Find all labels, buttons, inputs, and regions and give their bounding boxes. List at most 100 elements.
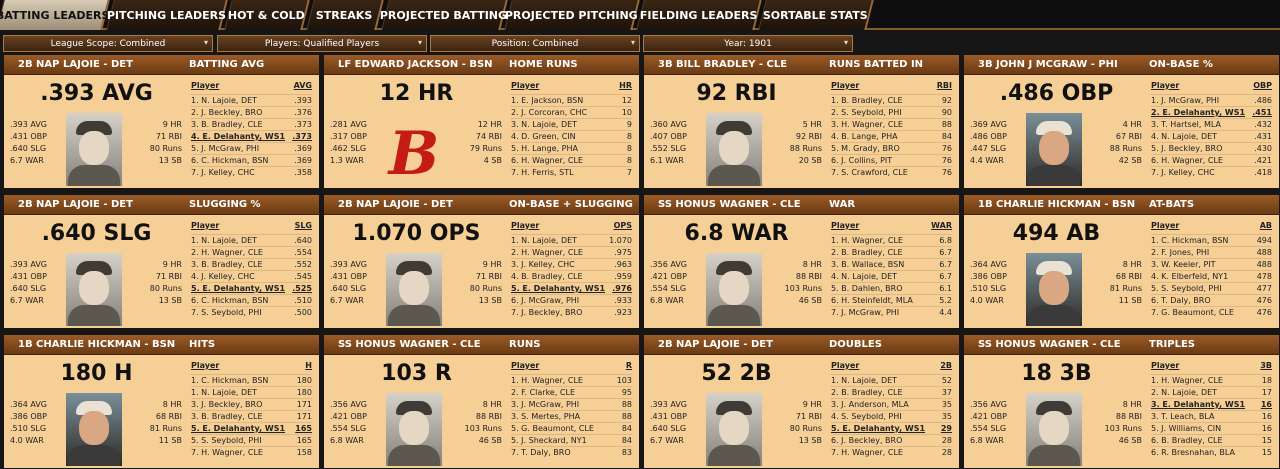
leaderboard-row[interactable]: 2. B. Bradley, CLE 6.7 <box>831 246 952 258</box>
leader-name[interactable]: 4. B. Lange, PHA <box>831 132 898 141</box>
leader-name[interactable]: 3. B. Bradley, CLE <box>191 260 263 269</box>
leader-name[interactable]: 4. D. Green, CIN <box>511 132 576 141</box>
leader-name[interactable]: 1. E. Jackson, BSN <box>511 96 584 105</box>
player-column-header[interactable]: Player <box>191 221 220 230</box>
leaderboard-row[interactable]: 1. N. Lajoie, DET .640 <box>191 234 312 246</box>
leaderboard-row[interactable]: 3. N. Lajoie, DET 9 <box>511 118 632 130</box>
player-name-link[interactable]: 2B NAP LAJOIE - DET <box>658 339 773 350</box>
leader-name[interactable]: 3. B. Wallace, BSN <box>831 260 905 269</box>
leaderboard-row[interactable]: 6. H. Wagner, CLE 8 <box>511 154 632 166</box>
leaderboard-row[interactable]: 6. T. Daly, BRO 476 <box>1151 294 1272 306</box>
leader-name[interactable]: 5. J. Williams, CIN <box>1151 424 1222 433</box>
leader-name[interactable]: 1. N. Lajoie, DET <box>191 388 258 397</box>
leaderboard-row[interactable]: 3. B. Bradley, CLE 171 <box>191 410 312 422</box>
leaderboard-row[interactable]: 1. N. Lajoie, DET 180 <box>191 386 312 398</box>
player-column-header[interactable]: Player <box>511 81 540 90</box>
leaderboard-row[interactable]: 5. H. Lange, PHA 8 <box>511 142 632 154</box>
player-column-header[interactable]: Player <box>831 221 860 230</box>
leader-name[interactable]: 3. S. Mertes, PHA <box>511 412 581 421</box>
leaderboard-row[interactable]: 5. B. Dahlen, BRO 6.1 <box>831 282 952 294</box>
tab-sortable-stats[interactable]: SORTABLE STATS <box>758 0 874 30</box>
leader-name[interactable]: 7. J. Kelley, CHC <box>191 168 255 177</box>
leader-name[interactable]: 2. J. Corcoran, CHC <box>511 108 588 117</box>
player-photo[interactable] <box>706 393 762 466</box>
leader-name[interactable]: 4. B. Bradley, CLE <box>511 272 583 281</box>
leader-name[interactable]: 7. S. Crawford, CLE <box>831 168 908 177</box>
leaderboard-row[interactable]: 1. N. Lajoie, DET .393 <box>191 94 312 106</box>
leader-name[interactable]: 3. W. Keeler, PIT <box>1151 260 1216 269</box>
leader-name[interactable]: 3. J. Kelley, CHC <box>511 260 575 269</box>
leader-name[interactable]: 2. J. Beckley, BRO <box>191 108 263 117</box>
leader-name[interactable]: 6. J. Beckley, BRO <box>831 436 903 445</box>
leader-name[interactable]: 2. S. Seybold, PHI <box>831 108 902 117</box>
leaderboard-row[interactable]: 6. J. Beckley, BRO 28 <box>831 434 952 446</box>
leader-name[interactable]: 3. J. McGraw, PHI <box>511 400 580 409</box>
leaderboard-row[interactable]: 2. H. Wagner, CLE .554 <box>191 246 312 258</box>
player-photo[interactable] <box>1026 393 1082 466</box>
leader-name[interactable]: 5. S. Seybold, PHI <box>1151 284 1222 293</box>
leaderboard-row[interactable]: 5. J. Williams, CIN 16 <box>1151 422 1272 434</box>
team-logo[interactable]: B <box>388 118 440 189</box>
leaderboard-row[interactable]: 6. C. Hickman, BSN .510 <box>191 294 312 306</box>
tab-hot-cold[interactable]: HOT & COLD <box>224 0 310 30</box>
leaderboard-row[interactable]: 3. B. Wallace, BSN 6.7 <box>831 258 952 270</box>
tab-projected-pitching[interactable]: PROJECTED PITCHING <box>504 0 640 30</box>
leaderboard-row[interactable]: 2. J. Beckley, BRO .376 <box>191 106 312 118</box>
leader-name[interactable]: 7. H. Ferris, STL <box>511 168 574 177</box>
leader-name[interactable]: 4. E. Delahanty, WS1 <box>191 132 286 141</box>
player-column-header[interactable]: Player <box>1151 361 1180 370</box>
leader-name[interactable]: 7. J. McGraw, PHI <box>831 308 900 317</box>
player-photo[interactable] <box>66 253 122 326</box>
player-photo[interactable] <box>1026 113 1082 186</box>
leader-name[interactable]: 5. H. Lange, PHA <box>511 144 578 153</box>
player-column-header[interactable]: Player <box>191 81 220 90</box>
leader-name[interactable]: 5. E. Delahanty, WS1 <box>831 424 926 433</box>
player-name-link[interactable]: SS HONUS WAGNER - CLE <box>338 339 481 350</box>
tab-fielding-leaders[interactable]: FIELDING LEADERS <box>636 0 762 30</box>
tab-pitching-leaders[interactable]: PITCHING LEADERS <box>106 0 228 30</box>
leader-name[interactable]: 6. R. Bresnahan, BLA <box>1151 448 1235 457</box>
stat-column-header[interactable]: 3B <box>1260 361 1272 370</box>
tab-streaks[interactable]: STREAKS <box>306 0 384 30</box>
player-name-link[interactable]: 2B NAP LAJOIE - DET <box>18 59 133 70</box>
leaderboard-row[interactable]: 7. S. Seybold, PHI .500 <box>191 306 312 318</box>
player-photo[interactable] <box>386 393 442 466</box>
leaderboard-row[interactable]: 7. S. Crawford, CLE 76 <box>831 166 952 178</box>
leader-name[interactable]: 5. G. Beaumont, CLE <box>511 424 594 433</box>
leaderboard-row[interactable]: 5. E. Delahanty, WS1 29 <box>831 422 952 434</box>
leaderboard-row[interactable]: 1. C. Hickman, BSN 494 <box>1151 234 1272 246</box>
leader-name[interactable]: 2. B. Bradley, CLE <box>831 388 903 397</box>
player-photo[interactable] <box>1026 253 1082 326</box>
player-column-header[interactable]: Player <box>1151 221 1180 230</box>
leaderboard-row[interactable]: 1. E. Jackson, BSN 12 <box>511 94 632 106</box>
leaderboard-row[interactable]: 4. B. Lange, PHA 84 <box>831 130 952 142</box>
player-column-header[interactable]: Player <box>191 361 220 370</box>
leader-name[interactable]: 2. F. Jones, PHI <box>1151 248 1210 257</box>
stat-column-header[interactable]: RBI <box>936 81 952 90</box>
stat-column-header[interactable]: 2B <box>940 361 952 370</box>
leader-name[interactable]: 4. N. Lajoie, DET <box>831 272 898 281</box>
leaderboard-row[interactable]: 7. H. Wagner, CLE 158 <box>191 446 312 458</box>
leaderboard-row[interactable]: 5. S. Seybold, PHI 165 <box>191 434 312 446</box>
leaderboard-row[interactable]: 2. H. Wagner, CLE .975 <box>511 246 632 258</box>
leader-name[interactable]: 3. H. Wagner, CLE <box>831 120 903 129</box>
filter-dropdown-3[interactable]: Year: 1901 ▾ <box>643 35 853 52</box>
leaderboard-row[interactable]: 1. H. Wagner, CLE 6.8 <box>831 234 952 246</box>
stat-column-header[interactable]: SLG <box>294 221 312 230</box>
leaderboard-row[interactable]: 1. B. Bradley, CLE 92 <box>831 94 952 106</box>
leader-name[interactable]: 7. T. Daly, BRO <box>511 448 571 457</box>
leaderboard-row[interactable]: 7. G. Beaumont, CLE 476 <box>1151 306 1272 318</box>
leader-name[interactable]: 2. B. Bradley, CLE <box>831 248 903 257</box>
leaderboard-row[interactable]: 6. R. Bresnahan, BLA 15 <box>1151 446 1272 458</box>
leaderboard-row[interactable]: 1. H. Wagner, CLE 18 <box>1151 374 1272 386</box>
leaderboard-row[interactable]: 3. W. Keeler, PIT 488 <box>1151 258 1272 270</box>
leaderboard-row[interactable]: 3. T. Hartsel, MLA .432 <box>1151 118 1272 130</box>
stat-column-header[interactable]: R <box>625 361 632 370</box>
leaderboard-row[interactable]: 5. J. Sheckard, NY1 84 <box>511 434 632 446</box>
leader-name[interactable]: 6. T. Daly, BRO <box>1151 296 1211 305</box>
leaderboard-row[interactable]: 7. J. Kelley, CHC .358 <box>191 166 312 178</box>
leader-name[interactable]: 2. N. Lajoie, DET <box>1151 388 1218 397</box>
leader-name[interactable]: 4. K. Elberfeld, NY1 <box>1151 272 1229 281</box>
leader-name[interactable]: 4. N. Lajoie, DET <box>1151 132 1218 141</box>
leaderboard-row[interactable]: 1. C. Hickman, BSN 180 <box>191 374 312 386</box>
